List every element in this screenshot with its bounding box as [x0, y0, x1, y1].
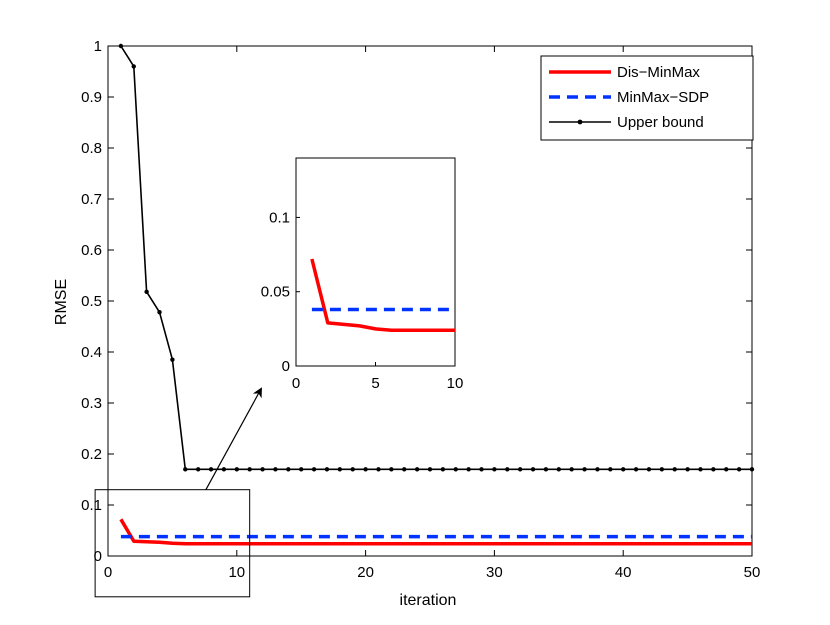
upper-bound-point — [208, 467, 214, 472]
x-tick-label: 10 — [228, 564, 245, 581]
upper-bound-point — [608, 467, 613, 472]
inset-y-tick-label: 0 — [282, 358, 290, 375]
upper-bound-point — [466, 467, 471, 472]
y-tick-label: 0.9 — [81, 89, 102, 106]
upper-bound-point — [260, 467, 265, 472]
inset-y-tick-label: 0.1 — [269, 209, 290, 226]
upper-bound-point — [299, 467, 304, 472]
upper-bound-point — [440, 467, 446, 472]
upper-bound-point — [530, 467, 536, 472]
upper-bound-point — [350, 467, 355, 472]
upper-bound-point — [324, 467, 330, 472]
upper-bound-point — [131, 64, 136, 69]
legend: Dis−MinMax MinMax−SDP Upper bound — [540, 55, 754, 141]
inset-plot-frame — [295, 157, 456, 367]
zoom-region-box — [94, 489, 251, 598]
upper-bound-point — [685, 467, 690, 472]
legend-marker — [577, 119, 583, 125]
upper-bound-point — [479, 467, 484, 472]
inset-x-tick-label: 5 — [371, 375, 379, 392]
upper-bound-point — [659, 467, 665, 472]
x-tick-label: 50 — [744, 564, 761, 581]
upper-bound-point — [183, 467, 188, 472]
upper-bound-point — [505, 467, 510, 472]
x-tick-label: 30 — [486, 564, 503, 581]
upper-bound-point — [724, 467, 729, 472]
y-tick-label: 0.5 — [81, 293, 102, 310]
upper-bound-point — [402, 467, 407, 472]
upper-bound-point — [517, 467, 523, 472]
inset-x-tick-label: 10 — [447, 375, 464, 392]
upper-bound-point — [221, 467, 227, 472]
upper-bound-point — [195, 467, 201, 472]
upper-bound-point — [672, 467, 677, 472]
upper-bound-point — [311, 467, 317, 472]
upper-bound-point — [376, 467, 381, 472]
legend-label-2: MinMax−SDP — [617, 89, 709, 106]
upper-bound-point — [543, 467, 549, 472]
legend-label-3: Upper bound — [617, 114, 704, 131]
y-tick-label: 0.7 — [81, 191, 102, 208]
upper-bound-point — [247, 467, 252, 472]
upper-bound-point — [749, 467, 755, 472]
inset-plot: 0 5 10 0 0.05 0.1 — [205, 157, 464, 490]
upper-bound-point — [157, 310, 162, 315]
upper-bound-point — [736, 467, 742, 472]
upper-bound-point — [118, 43, 124, 49]
upper-bound-point — [170, 357, 175, 362]
upper-bound-point — [698, 467, 703, 472]
inset-y-tick-label: 0.05 — [261, 284, 290, 301]
upper-bound-point — [621, 467, 626, 472]
upper-bound-point — [492, 467, 497, 472]
upper-bound-point — [286, 467, 291, 472]
upper-bound-point — [427, 467, 433, 472]
upper-bound-point — [633, 467, 639, 472]
y-tick-label: 0.8 — [81, 140, 102, 157]
upper-bound-point — [582, 467, 587, 472]
x-tick-label: 20 — [357, 564, 374, 581]
upper-bound-point — [711, 467, 716, 472]
y-tick-label: 0.4 — [81, 344, 102, 361]
y-tick-label: 0.1 — [81, 497, 102, 514]
series-line-1 — [119, 518, 752, 546]
y-tick-label: 0.3 — [81, 395, 102, 412]
upper-bound-point — [453, 467, 458, 472]
upper-bound-point — [144, 289, 149, 295]
legend-label-1: Dis−MinMax — [617, 64, 700, 81]
y-axis-label: RMSE — [53, 279, 70, 325]
y-tick-label: 0 — [94, 548, 102, 565]
upper-bound-point — [234, 467, 239, 472]
x-tick-label: 0 — [104, 564, 112, 581]
upper-bound-point — [569, 467, 574, 472]
upper-bound-point — [595, 467, 600, 472]
zoom-arrow — [205, 387, 262, 490]
upper-bound-point — [414, 467, 420, 472]
upper-bound-point — [273, 467, 278, 472]
inset-x-tick-label: 0 — [292, 375, 300, 392]
upper-bound-point — [556, 467, 561, 472]
upper-bound-point — [337, 467, 343, 472]
upper-bound-point — [389, 467, 394, 472]
y-tick-label: 0.2 — [81, 446, 102, 463]
x-axis-label: iteration — [400, 592, 457, 609]
y-tick-label: 1 — [94, 38, 102, 55]
x-tick-label: 40 — [615, 564, 632, 581]
upper-bound-point — [363, 467, 368, 472]
upper-bound-point — [646, 467, 652, 472]
inset-series-line-1 — [310, 258, 455, 333]
y-tick-label: 0.6 — [81, 242, 102, 259]
